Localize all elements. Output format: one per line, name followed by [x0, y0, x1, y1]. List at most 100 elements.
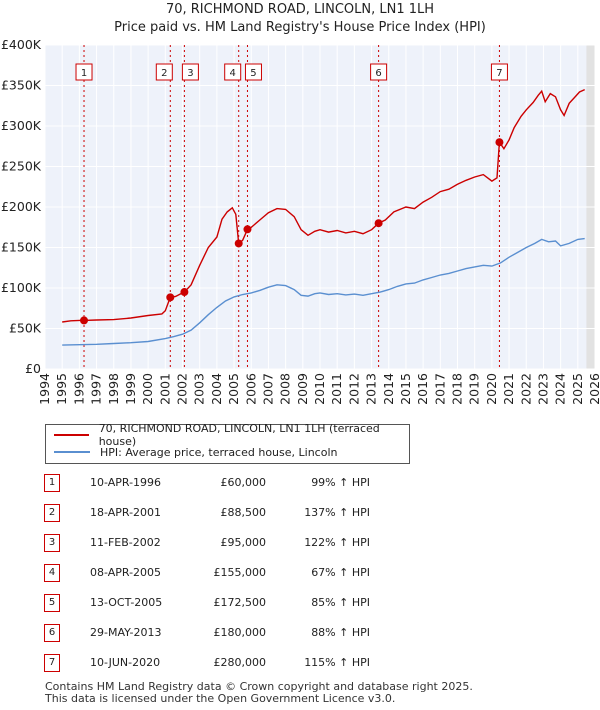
sale-row-1: 1 10-APR-1996 £60,000 99% ↑ HPI	[0, 469, 600, 499]
sale-point-3	[180, 288, 189, 297]
sale-hpi-change: 137% ↑ HPI	[304, 506, 370, 519]
x-tick-label: 2016	[415, 373, 430, 405]
sale-row-2: 2 18-APR-2001 £88,500 137% ↑ HPI	[0, 499, 600, 529]
sale-marker-lines	[83, 45, 500, 369]
sale-date: 10-APR-1996	[90, 476, 162, 489]
x-tick-label: 1994	[37, 373, 52, 405]
sale-point-4	[234, 239, 243, 248]
y-tick-label: £400K	[1, 37, 42, 52]
y-tick-label: £300K	[1, 118, 42, 133]
sale-price: £155,000	[213, 566, 267, 579]
sale-number-badge: 4	[44, 564, 60, 582]
sale-marker-box-6	[370, 63, 388, 81]
sale-marker-label-3: 3	[187, 68, 193, 79]
sale-number-badge: 2	[44, 504, 60, 522]
x-tick-label: 2022	[518, 373, 533, 405]
sale-date: 29-MAY-2013	[90, 626, 162, 639]
sale-marker-box-5	[244, 63, 262, 81]
sale-date: 13-OCT-2005	[90, 596, 163, 609]
attribution-footer: Contains HM Land Registry data © Crown c…	[45, 681, 473, 705]
sale-marker-box-4	[224, 63, 242, 81]
x-tick-label: 1996	[71, 373, 86, 405]
y-tick-label: £150K	[1, 240, 42, 255]
y-axis-labels: £0 £50K £100K £150K £200K £250K £300K £350K £400…	[1, 37, 42, 376]
chart-subtitle: Price paid vs. HM Land Registry's House …	[114, 20, 486, 35]
x-tick-label: 2001	[157, 373, 172, 405]
sale-row-4: 4 08-APR-2005 £155,000 67% ↑ HPI	[0, 559, 600, 589]
x-tick-label: 2000	[140, 373, 155, 405]
x-tick-label: 2021	[501, 373, 516, 405]
sale-row-7: 7 10-JUN-2020 £280,000 115% ↑ HPI	[0, 649, 600, 679]
y-tick-label: £0	[25, 361, 41, 376]
sale-price: £172,500	[213, 596, 267, 609]
x-tick-label: 2002	[175, 373, 190, 405]
x-tick-label: 2019	[467, 373, 482, 405]
sale-hpi-change: 115% ↑ HPI	[304, 656, 370, 669]
sale-date: 10-JUN-2020	[90, 656, 161, 669]
sale-marker-label-7: 7	[496, 68, 502, 79]
x-tick-label: 2013	[364, 373, 379, 405]
sale-hpi-change: 122% ↑ HPI	[304, 536, 370, 549]
sale-row-3: 3 11-FEB-2002 £95,000 122% ↑ HPI	[0, 529, 600, 559]
sale-marker-label-6: 6	[375, 68, 381, 79]
sale-point-1	[80, 316, 89, 325]
x-tick-label: 2014	[381, 373, 396, 405]
sale-marker-box-7	[490, 63, 508, 81]
sale-marker-label-2: 2	[161, 68, 167, 79]
sale-points	[80, 138, 504, 325]
sale-hpi-change: 67% ↑ HPI	[311, 566, 370, 579]
sale-number-badge: 6	[44, 624, 60, 642]
sale-price: £60,000	[220, 476, 267, 489]
sale-marker-box-2	[155, 63, 173, 81]
hpi-line	[62, 237, 585, 346]
y-tick-label: £250K	[1, 159, 42, 174]
sale-marker-box-1	[75, 63, 93, 81]
sale-row-5: 5 13-OCT-2005 £172,500 85% ↑ HPI	[0, 589, 600, 619]
x-axis-labels: 1994 1995 1996 1997 1998 1999 2000 2001 2002 2003…	[37, 373, 600, 405]
y-tick-label: £200K	[1, 199, 42, 214]
legend-item-hpi: HPI: Average price, terraced house, Linc…	[54, 444, 337, 460]
x-tick-label: 1998	[106, 373, 121, 405]
x-tick-label: 2025	[570, 373, 585, 405]
x-tick-label: 1995	[54, 373, 69, 405]
sale-point-6	[374, 219, 383, 228]
y-tick-label: £350K	[1, 78, 42, 93]
sale-number-badge: 3	[44, 534, 60, 552]
footer-line-1: Contains HM Land Registry data © Crown c…	[45, 680, 473, 693]
sale-price: £95,000	[220, 536, 267, 549]
x-tick-label: 2020	[484, 373, 499, 405]
sale-number-badge: 7	[44, 654, 60, 672]
sale-marker-box-3	[181, 63, 199, 81]
x-tick-label: 2015	[398, 373, 413, 405]
legend-swatch-hpi	[54, 451, 90, 453]
grid-lines	[44, 44, 596, 370]
y-tick-label: £50K	[9, 321, 42, 336]
sale-date: 18-APR-2001	[90, 506, 162, 519]
x-tick-label: 2008	[278, 373, 293, 405]
sale-point-5	[243, 225, 252, 234]
sale-number-markers: 1 2 3 4 5 6 7	[75, 63, 508, 81]
legend-label-property: 70, RICHMOND ROAD, LINCOLN, LN1 1LH (ter…	[98, 422, 380, 448]
sale-number-badge: 5	[44, 594, 60, 612]
x-tick-label: 2018	[450, 373, 465, 405]
x-tick-label: 2024	[553, 373, 568, 405]
x-tick-label: 2006	[243, 373, 258, 405]
chart-legend: 70, RICHMOND ROAD, LINCOLN, LN1 1LH (ter…	[45, 422, 410, 464]
x-tick-label: 2017	[432, 373, 447, 405]
sale-row-6: 6 29-MAY-2013 £180,000 88% ↑ HPI	[0, 619, 600, 649]
sale-price: £88,500	[220, 506, 267, 519]
chart-title: 70, RICHMOND ROAD, LINCOLN, LN1 1LH	[166, 2, 434, 17]
sale-hpi-change: 85% ↑ HPI	[311, 596, 370, 609]
x-tick-label: 2023	[535, 373, 550, 405]
footer-line-2: This data is licensed under the Open Gov…	[45, 692, 396, 705]
sale-point-7	[495, 138, 504, 147]
sale-point-2	[166, 293, 175, 302]
x-tick-label: 2004	[209, 373, 224, 405]
x-tick-label: 2010	[312, 373, 327, 405]
y-tick-label: £100K	[1, 280, 42, 295]
legend-item-property: 70, RICHMOND ROAD, LINCOLN, LN1 1LH (ter…	[54, 422, 409, 448]
sale-date: 11-FEB-2002	[90, 536, 161, 549]
sale-marker-label-5: 5	[250, 68, 256, 79]
price-chart: 70, RICHMOND ROAD, LINCOLN, LN1 1LH Pric…	[1, 2, 600, 405]
sale-marker-label-1: 1	[81, 68, 87, 79]
